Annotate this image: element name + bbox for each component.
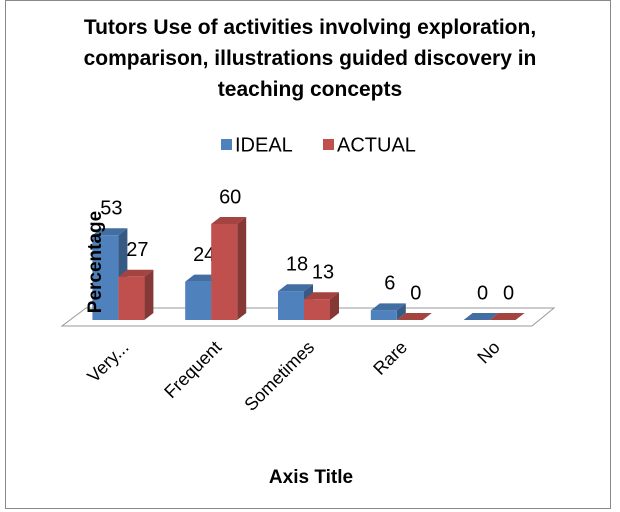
legend-swatch bbox=[323, 139, 334, 150]
bar bbox=[304, 292, 339, 320]
legend-label: IDEAL bbox=[235, 134, 293, 156]
bar-top bbox=[118, 269, 154, 277]
bar-front bbox=[92, 235, 119, 320]
bar-top bbox=[92, 228, 128, 236]
bar-front bbox=[304, 299, 330, 320]
bar-side bbox=[144, 269, 154, 320]
bar-side bbox=[237, 217, 247, 320]
bar-front bbox=[370, 310, 397, 320]
bar bbox=[489, 313, 525, 320]
bar-top bbox=[463, 313, 499, 320]
bar-side bbox=[396, 303, 406, 320]
value-label: 0 bbox=[477, 282, 488, 304]
value-label: 0 bbox=[410, 282, 421, 304]
legend-label: ACTUAL bbox=[337, 134, 416, 156]
bar-front bbox=[118, 276, 145, 320]
value-label: 53 bbox=[100, 197, 122, 219]
value-label: 18 bbox=[286, 253, 308, 275]
bar bbox=[118, 269, 154, 320]
x-tick-label: Sometimes bbox=[240, 337, 318, 415]
x-tick-label: No bbox=[473, 337, 503, 367]
bar-front bbox=[278, 291, 304, 320]
chart-frame bbox=[5, 0, 611, 509]
chart-title: Tutors Use of activities involving explo… bbox=[83, 16, 537, 101]
value-label: 27 bbox=[126, 239, 148, 261]
x-tick-label: Rare bbox=[369, 337, 411, 379]
y-axis-label: Percentage bbox=[85, 211, 106, 313]
bar-top bbox=[489, 313, 525, 320]
value-label: 60 bbox=[219, 186, 241, 208]
value-label: 6 bbox=[384, 273, 395, 295]
bar bbox=[370, 303, 406, 320]
bar-top bbox=[304, 292, 339, 300]
bar-front bbox=[211, 224, 238, 320]
bar-top bbox=[211, 217, 247, 224]
bar bbox=[211, 217, 247, 320]
x-axis-label: Axis Title bbox=[269, 467, 353, 488]
x-tick-label: Very... bbox=[83, 337, 132, 386]
legend-swatch bbox=[221, 139, 232, 150]
x-tick-label: Frequent bbox=[160, 337, 225, 402]
bar-side bbox=[330, 292, 339, 320]
bar bbox=[463, 313, 499, 320]
bar-front bbox=[185, 281, 212, 320]
bar-top bbox=[396, 313, 432, 320]
bar bbox=[396, 313, 432, 320]
bar-top bbox=[278, 284, 313, 292]
bar-top bbox=[370, 303, 406, 311]
value-label: 0 bbox=[503, 282, 514, 304]
value-label: 13 bbox=[312, 261, 334, 283]
value-label: 24 bbox=[193, 244, 215, 266]
